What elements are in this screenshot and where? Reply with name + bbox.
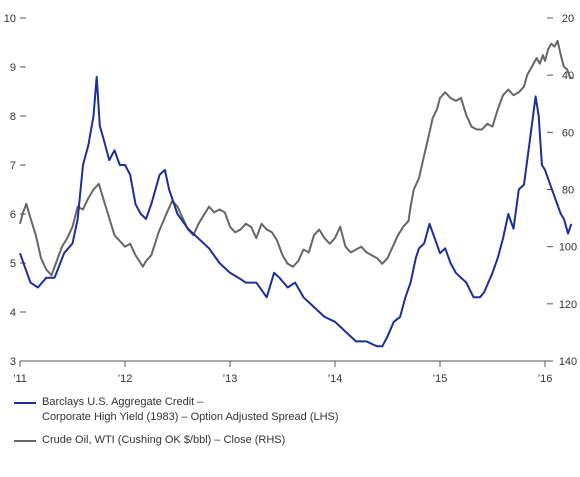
right-axis-tick-label: 40: [562, 70, 574, 82]
legend-label-high-yield: Barclays U.S. Aggregate Credit – Corpora…: [42, 396, 339, 423]
x-axis-tick-label: ’11: [13, 373, 27, 385]
series-line-high-yield-spread: [19, 75, 573, 348]
right-axis-tick-label: 60: [562, 127, 574, 139]
left-axis-tick-label: 8: [10, 111, 16, 123]
legend: Barclays U.S. Aggregate Credit – Corpora…: [14, 395, 574, 456]
left-axis-tick-label: 6: [10, 209, 16, 221]
right-axis-tick-label: 80: [562, 185, 574, 197]
left-axis-tick-label: 9: [10, 62, 16, 74]
x-axis-tick-label: ’16: [538, 373, 553, 385]
left-axis-ticks: 3 4 5 6 7 8 9 10: [4, 13, 26, 368]
x-axis-tick-label: ’12: [118, 373, 133, 385]
right-axis-tick-label: 140: [559, 356, 577, 368]
series-line-crude-oil: [19, 39, 574, 277]
left-axis-tick-label: 3: [10, 356, 16, 368]
series-layer: [19, 39, 574, 348]
legend-label-crude-oil: Crude Oil, WTI (Cushing OK $/bbl) – Clos…: [42, 434, 286, 446]
legend-item-high-yield: Barclays U.S. Aggregate Credit – Corpora…: [14, 395, 574, 425]
legend-item-crude-oil: Crude Oil, WTI (Cushing OK $/bbl) – Clos…: [14, 433, 574, 448]
right-axis-ticks: 20 40 60 80 100 120 140: [547, 13, 577, 368]
x-axis-tick-label: ’14: [328, 373, 343, 385]
left-axis-tick-label: 7: [10, 160, 16, 172]
right-axis-tick-label: 120: [559, 299, 577, 311]
legend-swatch-crude-oil: [14, 440, 36, 442]
x-axis-tick-label: ’13: [223, 373, 238, 385]
x-axis-tick-label: ’15: [433, 373, 448, 385]
chart: 3 4 5 6 7 8 9 10 20 40 60 80 100 120 140 ’11 ’12 ’13 ’14…: [4, 13, 577, 385]
left-axis-tick-label: 4: [10, 307, 16, 319]
right-axis-tick-label: 100: [559, 242, 577, 254]
left-axis-tick-label: 10: [4, 13, 16, 25]
x-axis-ticks: ’11 ’12 ’13 ’14 ’15 ’16: [13, 361, 552, 385]
right-axis-tick-label: 20: [562, 13, 574, 25]
legend-swatch-high-yield: [14, 402, 36, 404]
left-axis-tick-label: 5: [10, 258, 16, 270]
